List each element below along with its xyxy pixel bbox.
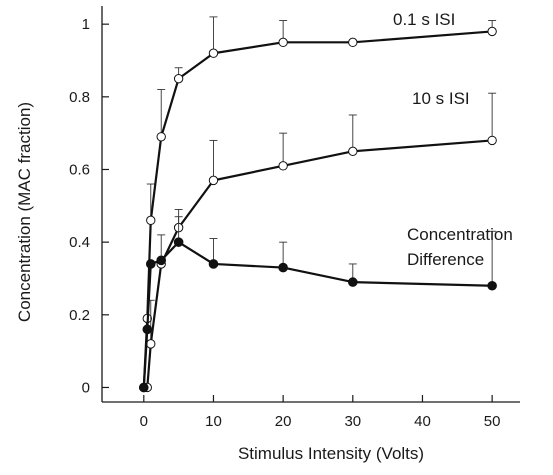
series-layer bbox=[139, 16, 497, 393]
data-point bbox=[348, 277, 358, 287]
data-point bbox=[145, 259, 156, 269]
data-point bbox=[142, 324, 153, 335]
data-point bbox=[156, 132, 166, 142]
data-point bbox=[278, 262, 288, 273]
y-tick-label: 0.2 bbox=[69, 307, 90, 324]
data-point bbox=[278, 161, 288, 171]
y-axis-label: Concentration (MAC fraction) bbox=[15, 102, 34, 322]
data-point bbox=[487, 26, 497, 37]
x-axis-label: Stimulus Intensity (Volts) bbox=[238, 444, 424, 463]
data-point bbox=[487, 135, 497, 146]
series-0 bbox=[139, 16, 497, 393]
annotation-slow-isi: 10 s ISI bbox=[412, 89, 470, 108]
data-point bbox=[208, 48, 219, 58]
data-point bbox=[208, 259, 219, 269]
data-point bbox=[156, 255, 167, 266]
data-point bbox=[139, 382, 149, 393]
y-tick-label: 0.6 bbox=[69, 161, 90, 178]
y-tick-label: 0 bbox=[82, 379, 90, 396]
annotation-difference-line2: Difference bbox=[407, 250, 484, 269]
x-ticks: 0 10 20 30 40 50 bbox=[140, 395, 501, 430]
x-tick-label: 50 bbox=[484, 413, 501, 430]
y-tick-label: 1 bbox=[82, 16, 90, 33]
axes bbox=[101, 6, 520, 403]
data-point bbox=[487, 280, 497, 291]
data-point bbox=[146, 215, 156, 226]
y-tick-label: 0.4 bbox=[69, 234, 90, 251]
series-line bbox=[142, 30, 493, 388]
y-tick-label: 0.8 bbox=[69, 89, 90, 106]
data-point bbox=[173, 237, 184, 247]
x-tick-label: 40 bbox=[414, 413, 431, 430]
series-2 bbox=[139, 216, 497, 393]
data-point bbox=[146, 339, 156, 349]
annotation-fast-isi: 0.1 s ISI bbox=[393, 10, 455, 29]
data-point bbox=[348, 146, 358, 157]
x-tick-label: 10 bbox=[205, 413, 222, 430]
data-point bbox=[173, 73, 184, 84]
data-point bbox=[348, 37, 358, 48]
data-point bbox=[278, 37, 288, 48]
x-tick-label: 30 bbox=[344, 413, 361, 430]
y-ticks: 0 0.2 0.4 0.6 0.8 1 bbox=[69, 16, 109, 396]
data-point bbox=[208, 175, 219, 186]
x-tick-label: 0 bbox=[140, 413, 148, 430]
annotation-difference-line1: Concentration bbox=[407, 225, 513, 244]
x-tick-label: 20 bbox=[275, 413, 292, 430]
